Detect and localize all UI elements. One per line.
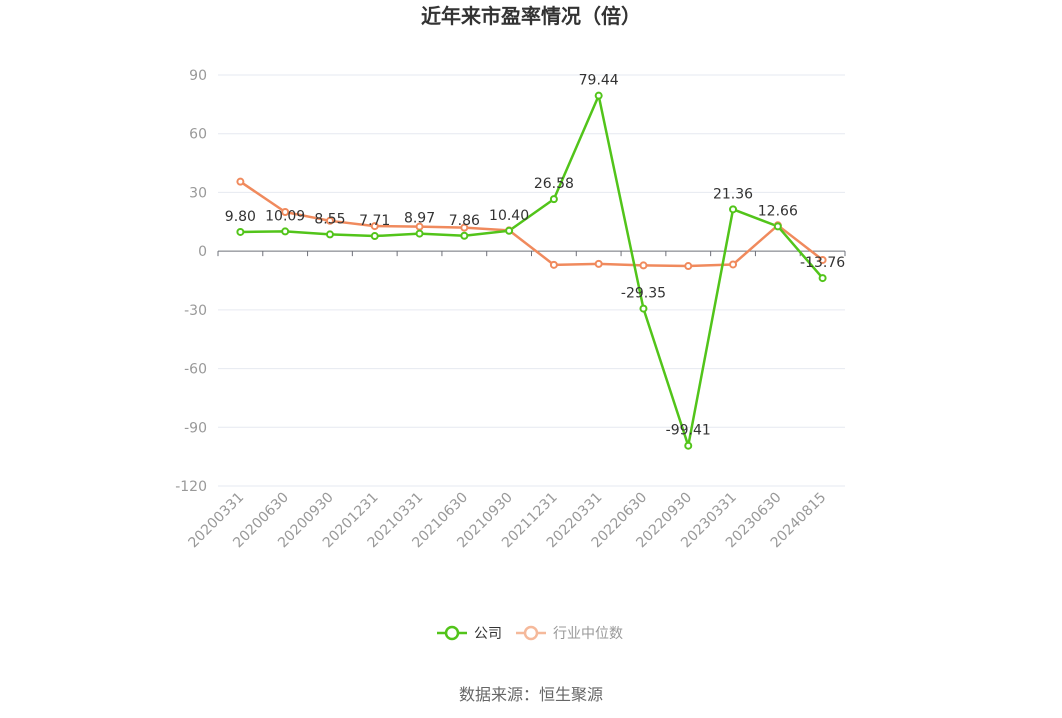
legend-swatch-marker	[523, 625, 539, 641]
series-line-0	[240, 94, 824, 447]
data-point[interactable]	[729, 205, 738, 214]
data-point[interactable]	[505, 226, 514, 235]
data-point[interactable]	[639, 261, 648, 270]
data-labels: 9.80 10.09 8.55 7.71 8.97 7.86 10.40 26.58 79.44…	[225, 73, 845, 439]
chart-title: 近年来市盈率情况（倍）	[421, 4, 641, 28]
grid	[218, 74, 845, 487]
data-point[interactable]	[370, 232, 379, 241]
data-point[interactable]	[729, 260, 738, 269]
data-point[interactable]	[773, 222, 782, 231]
data-point[interactable]	[236, 177, 245, 186]
data-point[interactable]	[684, 262, 693, 271]
y-tick-label: -30	[184, 303, 207, 319]
data-label: -13.76	[800, 255, 845, 271]
data-point[interactable]	[325, 216, 334, 225]
y-tick-label: 0	[198, 244, 207, 260]
series-lines	[239, 94, 824, 447]
data-point[interactable]	[549, 195, 558, 204]
y-tick-label: -60	[184, 362, 207, 378]
y-tick-label: -90	[184, 420, 207, 436]
data-label: 8.97	[404, 211, 435, 227]
y-tick-label: -120	[175, 479, 207, 495]
data-point[interactable]	[639, 304, 648, 313]
data-label: -29.35	[621, 286, 666, 302]
series-line-1	[239, 180, 824, 268]
legend-label: 行业中位数	[553, 626, 623, 642]
data-label: 7.71	[359, 213, 390, 229]
source-note: 数据来源：恒生聚源	[459, 685, 603, 704]
data-point[interactable]	[236, 227, 245, 236]
data-label: 79.44	[579, 73, 619, 89]
data-point[interactable]	[549, 260, 558, 269]
data-point[interactable]	[684, 441, 693, 450]
data-label: -99.41	[666, 423, 711, 439]
data-label: 10.40	[489, 208, 529, 224]
data-label: 26.58	[534, 176, 574, 192]
data-point[interactable]	[594, 91, 603, 100]
data-point[interactable]	[460, 231, 469, 240]
data-point[interactable]	[818, 255, 827, 264]
data-point[interactable]	[325, 230, 334, 239]
legend[interactable]: 公司 行业中位数	[437, 625, 623, 642]
legend-item-0[interactable]: 公司	[437, 625, 502, 642]
data-point[interactable]	[370, 222, 379, 231]
y-tick-label: 30	[189, 185, 207, 201]
data-point[interactable]	[594, 259, 603, 268]
data-label: 8.55	[314, 211, 345, 227]
data-point[interactable]	[281, 208, 290, 216]
data-point[interactable]	[281, 227, 290, 236]
y-tick-label: 90	[189, 68, 207, 84]
data-label: 7.86	[449, 213, 480, 229]
data-label: 10.09	[265, 208, 305, 224]
x-axis: 2020033120200630202009302020123120210331…	[186, 250, 846, 551]
data-label: 12.66	[758, 203, 798, 219]
y-tick-label: 60	[189, 127, 207, 143]
legend-label: 公司	[474, 626, 502, 642]
data-label: 9.80	[225, 209, 256, 225]
data-point[interactable]	[818, 274, 827, 283]
data-label: 21.36	[713, 186, 753, 202]
y-axis: 90 60 30 0 -30 -60 -90 -120	[175, 68, 207, 495]
legend-item-1[interactable]: 行业中位数	[516, 625, 623, 642]
data-point[interactable]	[415, 229, 424, 238]
data-point[interactable]	[460, 223, 469, 232]
series-points	[236, 91, 827, 450]
legend-swatch-marker	[444, 625, 460, 641]
